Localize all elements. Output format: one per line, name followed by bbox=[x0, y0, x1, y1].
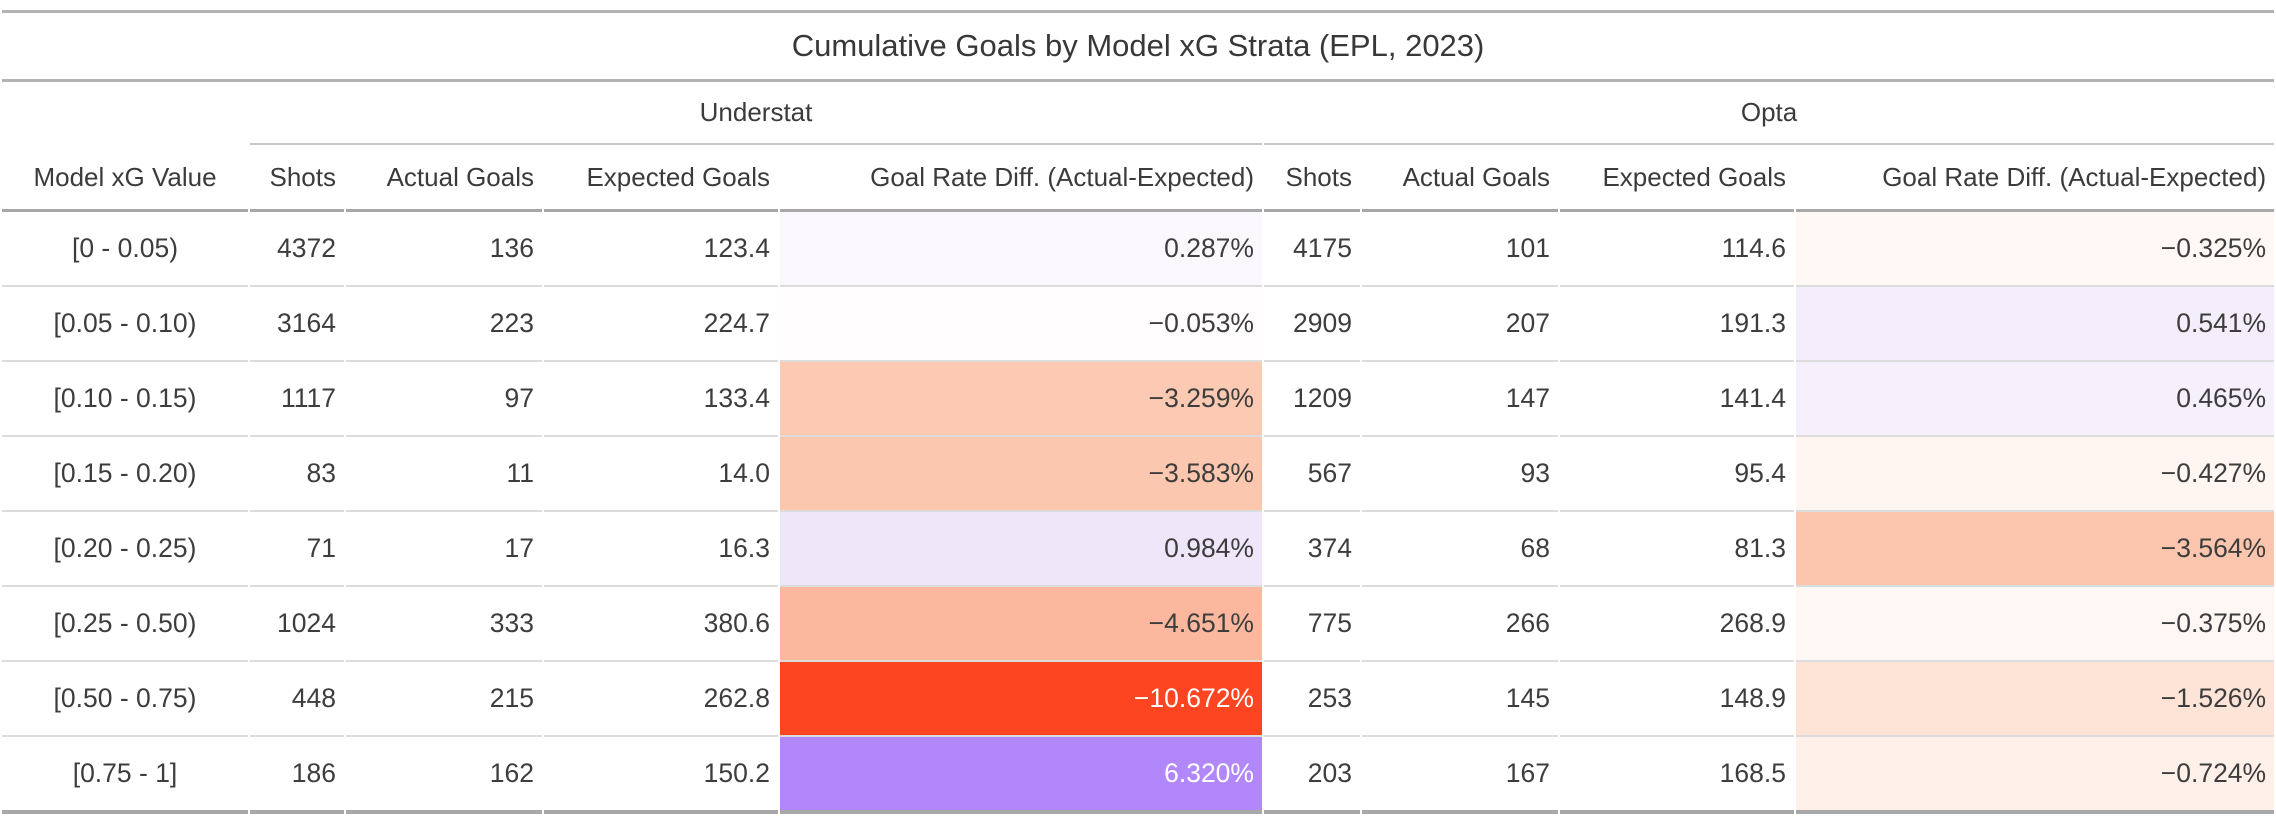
cell-strata: [0.75 - 1] bbox=[2, 737, 248, 814]
table-row: [0.20 - 0.25) 71 17 16.3 0.984% 374 68 8… bbox=[2, 512, 2275, 587]
cell-understat-expected: 150.2 bbox=[544, 737, 778, 814]
cell-understat-actual: 17 bbox=[346, 512, 542, 587]
table-row: [0 - 0.05) 4372 136 123.4 0.287% 4175 10… bbox=[2, 212, 2275, 287]
cell-opta-expected: 81.3 bbox=[1560, 512, 1794, 587]
cell-opta-diff: −0.375% bbox=[1796, 587, 2275, 662]
cell-understat-diff: 6.320% bbox=[780, 737, 1262, 814]
cell-opta-shots: 775 bbox=[1264, 587, 1360, 662]
col-header-model-xg-value: Model xG Value bbox=[2, 145, 248, 212]
cell-opta-shots: 374 bbox=[1264, 512, 1360, 587]
cell-understat-shots: 186 bbox=[250, 737, 344, 814]
cell-opta-shots: 567 bbox=[1264, 437, 1360, 512]
xg-strata-table: Cumulative Goals by Model xG Strata (EPL… bbox=[0, 10, 2276, 814]
cell-strata: [0.10 - 0.15) bbox=[2, 362, 248, 437]
cell-opta-expected: 148.9 bbox=[1560, 662, 1794, 737]
table-row: [0.50 - 0.75) 448 215 262.8 −10.672% 253… bbox=[2, 662, 2275, 737]
title-row: Cumulative Goals by Model xG Strata (EPL… bbox=[2, 10, 2275, 82]
cell-understat-shots: 1117 bbox=[250, 362, 344, 437]
cell-opta-actual: 207 bbox=[1362, 287, 1558, 362]
spanner-understat: Understat bbox=[250, 82, 1262, 145]
cell-opta-actual: 68 bbox=[1362, 512, 1558, 587]
cell-understat-shots: 1024 bbox=[250, 587, 344, 662]
cell-strata: [0.25 - 0.50) bbox=[2, 587, 248, 662]
cell-opta-expected: 168.5 bbox=[1560, 737, 1794, 814]
cell-understat-actual: 223 bbox=[346, 287, 542, 362]
cell-understat-actual: 162 bbox=[346, 737, 542, 814]
cell-understat-shots: 448 bbox=[250, 662, 344, 737]
table-row: [0.15 - 0.20) 83 11 14.0 −3.583% 567 93 … bbox=[2, 437, 2275, 512]
cell-understat-expected: 262.8 bbox=[544, 662, 778, 737]
col-header-understat-actual-goals: Actual Goals bbox=[346, 145, 542, 212]
table-row: [0.10 - 0.15) 1117 97 133.4 −3.259% 1209… bbox=[2, 362, 2275, 437]
col-header-opta-expected-goals: Expected Goals bbox=[1560, 145, 1794, 212]
xg-strata-table-container: Cumulative Goals by Model xG Strata (EPL… bbox=[0, 10, 2276, 814]
cell-understat-diff: 0.287% bbox=[780, 212, 1262, 287]
cell-opta-diff: −3.564% bbox=[1796, 512, 2275, 587]
table-row: [0.75 - 1] 186 162 150.2 6.320% 203 167 … bbox=[2, 737, 2275, 814]
cell-opta-shots: 4175 bbox=[1264, 212, 1360, 287]
cell-understat-shots: 4372 bbox=[250, 212, 344, 287]
cell-understat-actual: 97 bbox=[346, 362, 542, 437]
cell-opta-actual: 266 bbox=[1362, 587, 1558, 662]
cell-understat-diff: −10.672% bbox=[780, 662, 1262, 737]
col-header-opta-actual-goals: Actual Goals bbox=[1362, 145, 1558, 212]
cell-understat-actual: 11 bbox=[346, 437, 542, 512]
cell-opta-diff: −0.724% bbox=[1796, 737, 2275, 814]
column-group-row: Understat Opta bbox=[2, 82, 2275, 145]
cell-understat-expected: 224.7 bbox=[544, 287, 778, 362]
cell-understat-actual: 333 bbox=[346, 587, 542, 662]
cell-strata: [0.50 - 0.75) bbox=[2, 662, 248, 737]
cell-opta-expected: 141.4 bbox=[1560, 362, 1794, 437]
col-header-understat-expected-goals: Expected Goals bbox=[544, 145, 778, 212]
cell-opta-actual: 101 bbox=[1362, 212, 1558, 287]
cell-understat-diff: −3.583% bbox=[780, 437, 1262, 512]
cell-opta-expected: 191.3 bbox=[1560, 287, 1794, 362]
spanner-opta: Opta bbox=[1264, 82, 2275, 145]
cell-strata: [0 - 0.05) bbox=[2, 212, 248, 287]
table-row: [0.05 - 0.10) 3164 223 224.7 −0.053% 290… bbox=[2, 287, 2275, 362]
cell-opta-actual: 145 bbox=[1362, 662, 1558, 737]
spanner-blank-stub bbox=[2, 82, 248, 145]
col-header-opta-goal-rate-diff: Goal Rate Diff. (Actual-Expected) bbox=[1796, 145, 2275, 212]
col-header-understat-goal-rate-diff: Goal Rate Diff. (Actual-Expected) bbox=[780, 145, 1262, 212]
cell-strata: [0.05 - 0.10) bbox=[2, 287, 248, 362]
cell-understat-expected: 16.3 bbox=[544, 512, 778, 587]
cell-opta-diff: 0.541% bbox=[1796, 287, 2275, 362]
table-body: [0 - 0.05) 4372 136 123.4 0.287% 4175 10… bbox=[2, 212, 2275, 814]
cell-understat-expected: 133.4 bbox=[544, 362, 778, 437]
cell-opta-diff: −0.427% bbox=[1796, 437, 2275, 512]
col-header-opta-shots: Shots bbox=[1264, 145, 1360, 212]
cell-opta-diff: −0.325% bbox=[1796, 212, 2275, 287]
table-title: Cumulative Goals by Model xG Strata (EPL… bbox=[2, 10, 2275, 82]
cell-opta-actual: 93 bbox=[1362, 437, 1558, 512]
cell-understat-diff: 0.984% bbox=[780, 512, 1262, 587]
cell-strata: [0.15 - 0.20) bbox=[2, 437, 248, 512]
cell-understat-shots: 3164 bbox=[250, 287, 344, 362]
cell-opta-expected: 268.9 bbox=[1560, 587, 1794, 662]
column-header-row: Model xG Value Shots Actual Goals Expect… bbox=[2, 145, 2275, 212]
cell-understat-actual: 136 bbox=[346, 212, 542, 287]
cell-opta-shots: 1209 bbox=[1264, 362, 1360, 437]
cell-opta-shots: 203 bbox=[1264, 737, 1360, 814]
cell-understat-diff: −0.053% bbox=[780, 287, 1262, 362]
cell-opta-expected: 114.6 bbox=[1560, 212, 1794, 287]
cell-understat-expected: 123.4 bbox=[544, 212, 778, 287]
cell-understat-expected: 380.6 bbox=[544, 587, 778, 662]
cell-understat-diff: −4.651% bbox=[780, 587, 1262, 662]
cell-opta-shots: 253 bbox=[1264, 662, 1360, 737]
cell-opta-diff: −1.526% bbox=[1796, 662, 2275, 737]
cell-opta-actual: 147 bbox=[1362, 362, 1558, 437]
cell-understat-diff: −3.259% bbox=[780, 362, 1262, 437]
cell-opta-shots: 2909 bbox=[1264, 287, 1360, 362]
cell-strata: [0.20 - 0.25) bbox=[2, 512, 248, 587]
cell-understat-actual: 215 bbox=[346, 662, 542, 737]
table-row: [0.25 - 0.50) 1024 333 380.6 −4.651% 775… bbox=[2, 587, 2275, 662]
cell-opta-diff: 0.465% bbox=[1796, 362, 2275, 437]
cell-opta-expected: 95.4 bbox=[1560, 437, 1794, 512]
cell-understat-shots: 71 bbox=[250, 512, 344, 587]
col-header-understat-shots: Shots bbox=[250, 145, 344, 212]
cell-opta-actual: 167 bbox=[1362, 737, 1558, 814]
cell-understat-shots: 83 bbox=[250, 437, 344, 512]
cell-understat-expected: 14.0 bbox=[544, 437, 778, 512]
